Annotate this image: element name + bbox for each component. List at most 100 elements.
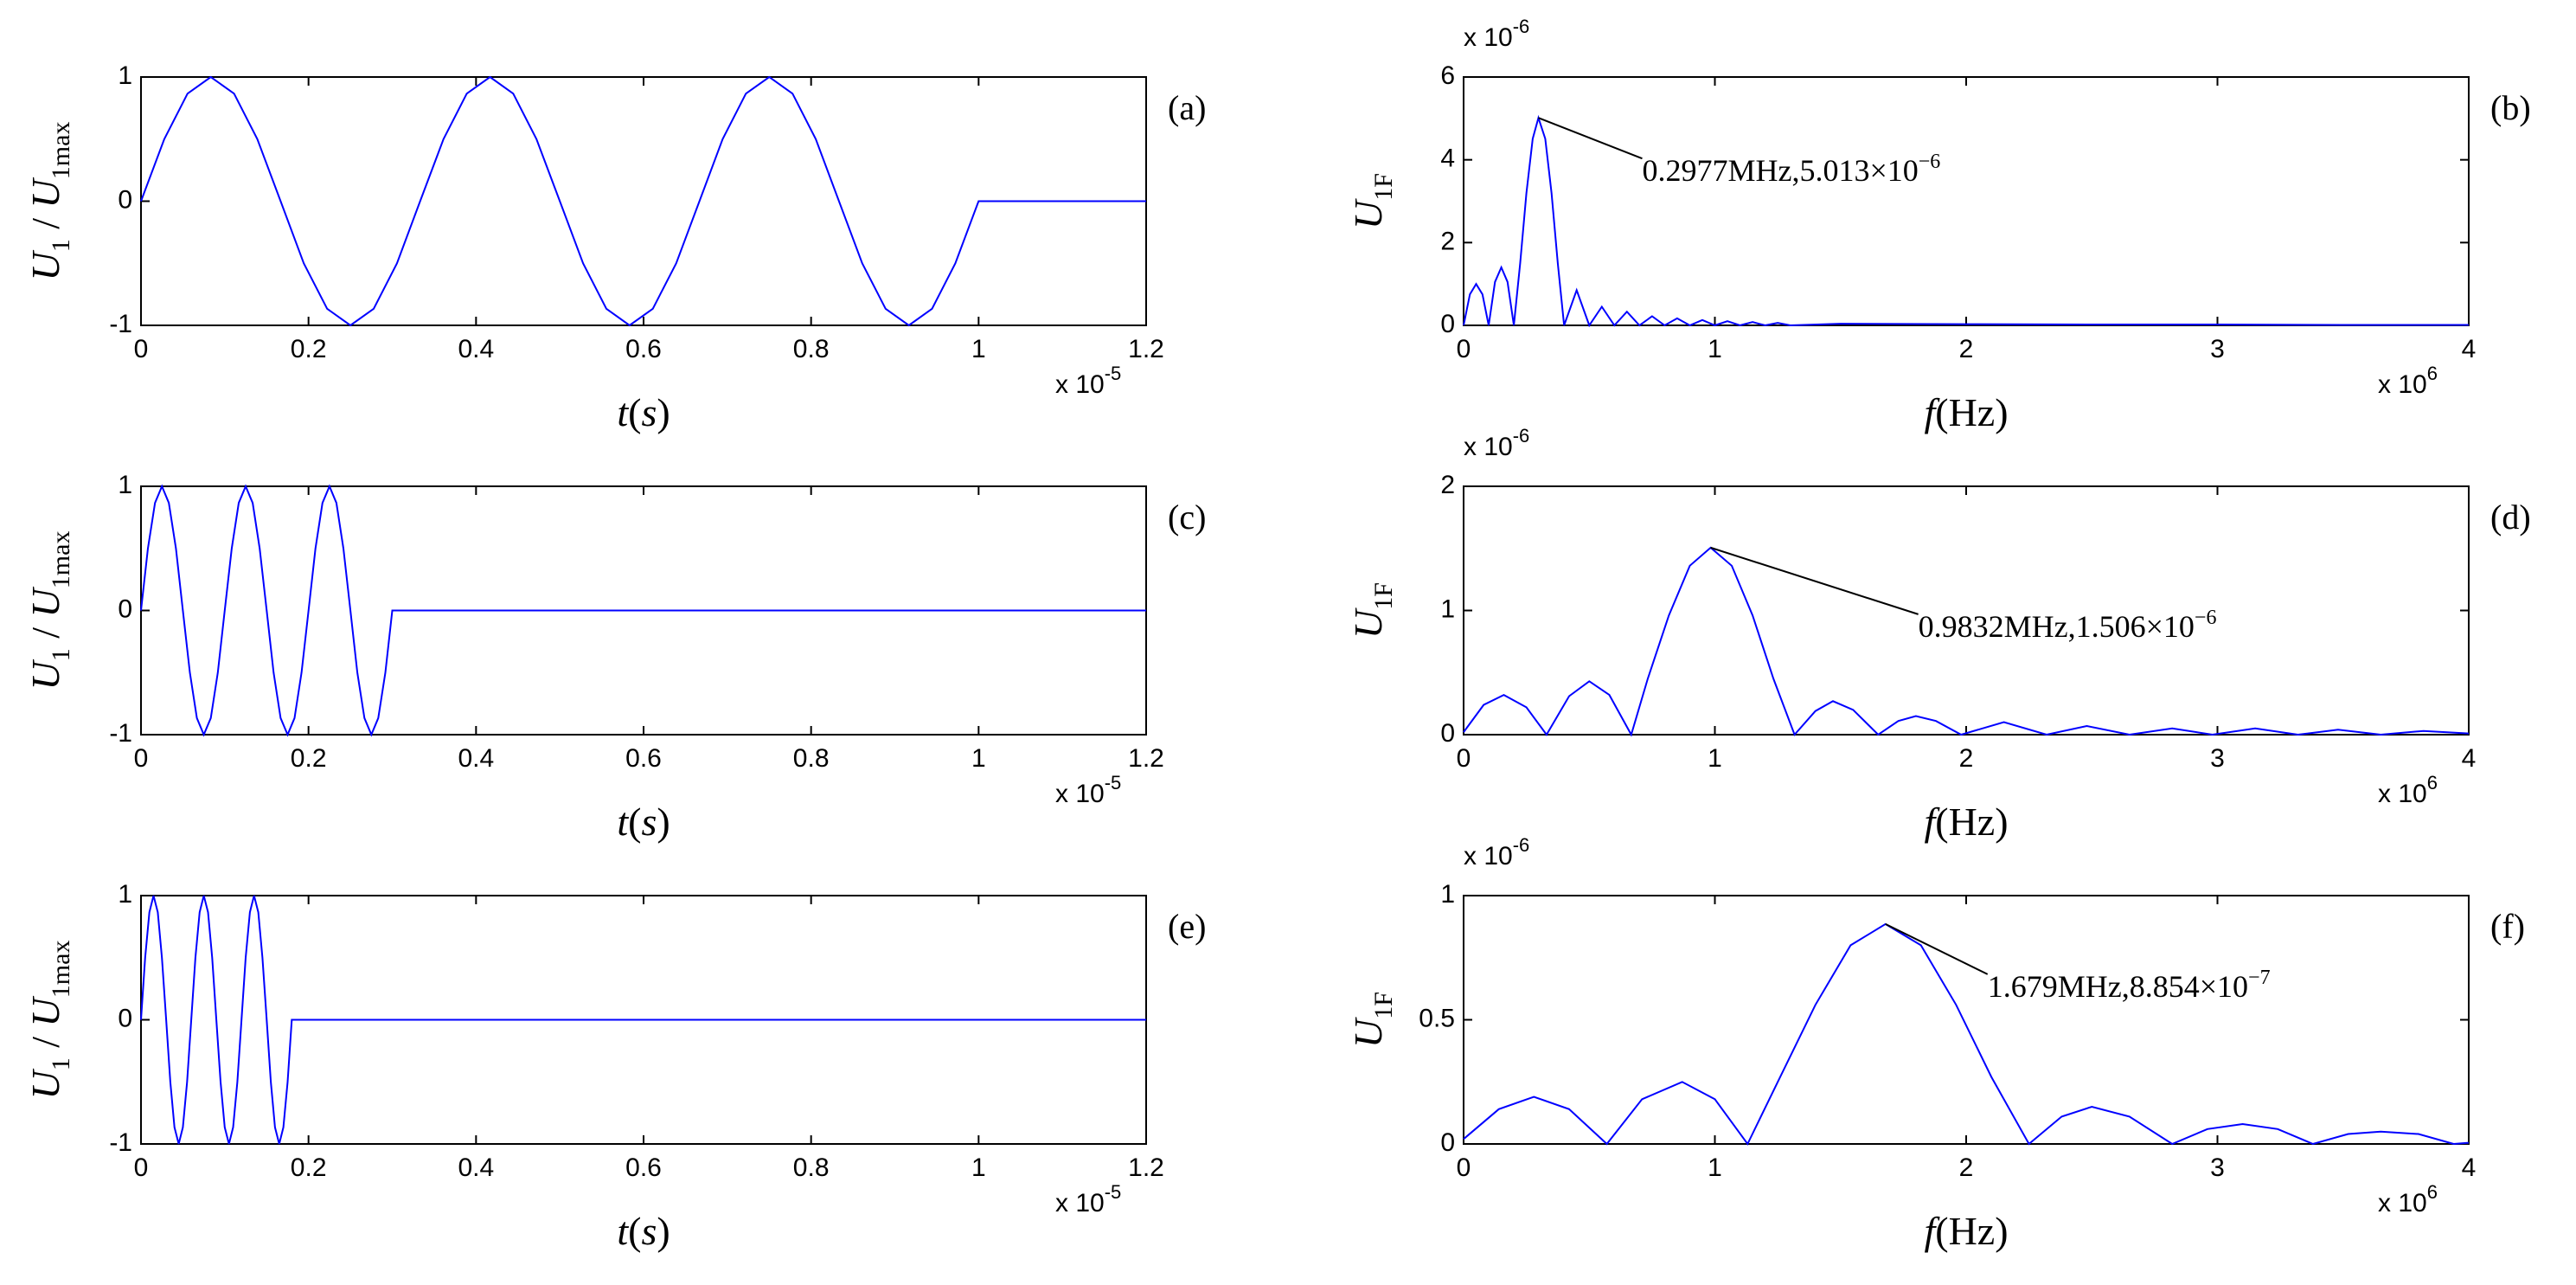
x-tick-label: 0.8	[793, 335, 830, 363]
label-part: U	[23, 1068, 67, 1099]
x-scale-base: x 10	[1055, 370, 1105, 399]
x-tick-label: 0.4	[458, 744, 494, 773]
x-tick-label: 0.4	[458, 1153, 494, 1182]
label-part: 1max	[47, 531, 75, 589]
x-tick-label: 1	[1708, 1153, 1722, 1182]
panel-tag: (e)	[1168, 907, 1206, 946]
x-scale-base: x 10	[2378, 1189, 2427, 1218]
annotation: 0.9832MHz,1.506×10−6	[1919, 606, 2217, 644]
x-tick-label: 0.2	[291, 744, 327, 773]
label-part: U	[23, 659, 67, 690]
x-scale-label: x 106	[2378, 772, 2438, 808]
label-part: U	[23, 177, 67, 208]
x-tick-label: 0.8	[793, 744, 830, 773]
signal-line	[140, 484, 1146, 737]
panel-tag: (c)	[1168, 498, 1206, 536]
label-part: )	[657, 800, 670, 844]
x-tick-label: 0	[134, 1153, 149, 1182]
x-tick-label: 0	[1457, 335, 1471, 363]
label-part: t	[617, 1209, 629, 1253]
x-tick-label: 1.2	[1128, 1153, 1164, 1182]
y-tick-label: 1	[118, 61, 132, 90]
label-part: 1F	[1369, 173, 1398, 201]
label-part: (	[628, 1209, 641, 1253]
x-scale-label: x 106	[2378, 1181, 2438, 1218]
x-scale-exponent: -5	[1105, 772, 1122, 793]
y-tick-label: -1	[109, 310, 132, 338]
y-scale-base: x 10	[1464, 433, 1513, 461]
label-part: 1	[47, 239, 75, 252]
x-scale-exponent: 6	[2427, 1181, 2438, 1203]
x-scale-base: x 10	[2378, 370, 2427, 399]
x-tick-label: 3	[2210, 1153, 2225, 1182]
x-tick-label: 1	[971, 1153, 986, 1182]
x-scale-label: x 10-5	[1055, 363, 1121, 399]
x-tick-label: 1	[971, 335, 986, 363]
annotation-exponent: −7	[2248, 966, 2271, 988]
x-axis-label: f(Hz)	[1924, 390, 2008, 434]
y-tick-label: 0	[118, 185, 132, 214]
x-axis-label: f(Hz)	[1924, 1209, 2008, 1253]
x-axis-label: t(s)	[617, 1209, 670, 1253]
y-tick-label: 2	[1440, 227, 1455, 255]
annotation-text: 0.2977MHz,5.013×10	[1642, 153, 1918, 188]
axes-frame	[1463, 895, 2470, 1145]
label-part: (	[628, 390, 641, 434]
label-part: s	[641, 800, 657, 844]
y-tick-label: 1	[118, 880, 132, 909]
y-tick-label: 1	[1440, 880, 1455, 909]
x-tick-label: 0.6	[625, 1153, 662, 1182]
x-tick-label: 0	[134, 744, 149, 773]
x-tick-label: 0.8	[793, 1153, 830, 1182]
annotation-leader	[1885, 922, 1989, 975]
x-tick-label: 0	[134, 335, 149, 363]
x-tick-label: 2	[1959, 335, 1974, 363]
label-part: 1F	[1369, 582, 1398, 610]
x-tick-label: 2	[1959, 1153, 1974, 1182]
label-part: 1	[47, 1057, 75, 1070]
y-tick-label: 0	[1440, 719, 1455, 748]
label-part: /	[23, 617, 67, 648]
y-scale-label: x 10-6	[1464, 425, 1529, 461]
panel-tag: (d)	[2490, 498, 2531, 536]
x-scale-label: x 10-5	[1055, 772, 1121, 808]
x-tick-label: 0.2	[291, 335, 327, 363]
annotation: 0.2977MHz,5.013×10−6	[1642, 151, 1940, 189]
x-tick-label: 1.2	[1128, 744, 1164, 773]
y-tick-label: 1	[1440, 594, 1455, 623]
x-tick-label: 3	[2210, 744, 2225, 773]
signal-line	[140, 75, 1146, 327]
x-scale-exponent: -5	[1105, 363, 1122, 384]
annotation-leader	[1710, 546, 1919, 615]
annotation-leader	[1538, 117, 1643, 160]
y-scale-label: x 10-6	[1464, 16, 1529, 52]
label-part: 1	[47, 648, 75, 661]
signal-line	[140, 895, 1146, 1145]
annotation: 1.679MHz,8.854×10−7	[1988, 966, 2271, 1004]
y-scale-exponent: -6	[1513, 834, 1530, 856]
y-tick-label: 0	[1440, 310, 1455, 338]
label-part: /	[23, 1026, 67, 1057]
x-scale-base: x 10	[2378, 780, 2427, 808]
x-tick-label: 4	[2462, 744, 2477, 773]
label-part: /	[23, 208, 67, 239]
panel-tag: (a)	[1168, 88, 1206, 127]
signal-line	[1463, 922, 2470, 1146]
label-part: )	[657, 390, 670, 434]
x-scale-base: x 10	[1055, 780, 1105, 808]
label-part: (	[628, 800, 641, 844]
x-tick-label: 1	[1708, 335, 1722, 363]
annotation-text: 0.9832MHz,1.506×10	[1919, 609, 2195, 644]
panel-tag: (b)	[2490, 88, 2531, 127]
x-scale-exponent: -5	[1105, 1181, 1122, 1203]
label-part: t	[617, 390, 629, 434]
x-tick-label: 1	[971, 744, 986, 773]
y-axis-label: U1 / U1max	[23, 122, 76, 281]
x-tick-label: 0.6	[625, 744, 662, 773]
label-part: (Hz)	[1935, 390, 2008, 434]
label-part: s	[641, 390, 657, 434]
signal-line	[1463, 546, 2470, 737]
x-tick-label: 4	[2462, 1153, 2477, 1182]
y-axis-label: U1F	[1346, 173, 1399, 229]
